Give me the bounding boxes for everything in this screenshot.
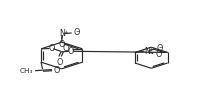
Text: Cl: Cl <box>62 44 70 53</box>
Text: +: + <box>64 30 68 35</box>
Text: O: O <box>68 47 74 56</box>
Text: O: O <box>57 58 63 67</box>
Text: −: − <box>158 45 163 50</box>
Text: +: + <box>148 47 152 52</box>
Text: N: N <box>144 47 150 56</box>
Text: N: N <box>59 29 65 38</box>
Text: CH₃: CH₃ <box>19 68 33 74</box>
Text: O: O <box>156 44 163 53</box>
Text: −: − <box>75 29 80 34</box>
Text: O: O <box>48 44 55 53</box>
Text: O: O <box>73 28 80 38</box>
Text: O: O <box>156 50 162 59</box>
Text: O: O <box>54 66 60 75</box>
Text: O: O <box>58 40 65 49</box>
